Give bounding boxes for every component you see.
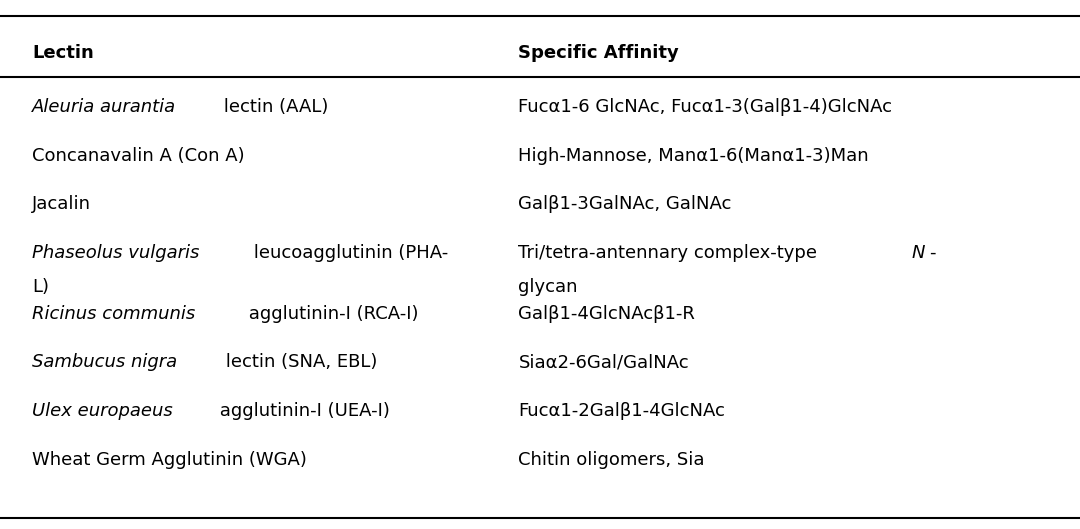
Text: Phaseolus vulgaris: Phaseolus vulgaris <box>32 244 200 262</box>
Text: Lectin: Lectin <box>32 44 94 62</box>
Text: Galβ1-3GalNAc, GalNAc: Galβ1-3GalNAc, GalNAc <box>518 195 732 213</box>
Text: L): L) <box>32 278 50 296</box>
Text: Fucα1-2Galβ1-4GlcNAc: Fucα1-2Galβ1-4GlcNAc <box>518 402 726 420</box>
Text: -: - <box>929 244 935 262</box>
Text: Ricinus communis: Ricinus communis <box>32 305 195 323</box>
Text: Ulex europaeus: Ulex europaeus <box>32 402 173 420</box>
Text: glycan: glycan <box>518 278 578 296</box>
Text: Wheat Germ Agglutinin (WGA): Wheat Germ Agglutinin (WGA) <box>32 451 308 469</box>
Text: Chitin oligomers, Sia: Chitin oligomers, Sia <box>518 451 705 469</box>
Text: leucoagglutinin (PHA-: leucoagglutinin (PHA- <box>248 244 448 262</box>
Text: Galβ1-4GlcNAcβ1-R: Galβ1-4GlcNAcβ1-R <box>518 305 696 323</box>
Text: Aleuria aurantia: Aleuria aurantia <box>32 98 176 116</box>
Text: Specific Affinity: Specific Affinity <box>518 44 679 62</box>
Text: Sambucus nigra: Sambucus nigra <box>32 353 177 371</box>
Text: High-Mannose, Manα1-6(Manα1-3)Man: High-Mannose, Manα1-6(Manα1-3)Man <box>518 147 869 165</box>
Text: agglutinin-I (UEA-I): agglutinin-I (UEA-I) <box>214 402 390 420</box>
Text: Siaα2-6Gal/GalNAc: Siaα2-6Gal/GalNAc <box>518 353 689 371</box>
Text: Tri/tetra-antennary complex-type: Tri/tetra-antennary complex-type <box>518 244 823 262</box>
Text: Jacalin: Jacalin <box>32 195 92 213</box>
Text: N: N <box>912 244 926 262</box>
Text: Fucα1-6 GlcNAc, Fucα1-3(Galβ1-4)GlcNAc: Fucα1-6 GlcNAc, Fucα1-3(Galβ1-4)GlcNAc <box>518 98 892 116</box>
Text: lectin (AAL): lectin (AAL) <box>218 98 328 116</box>
Text: Concanavalin A (Con A): Concanavalin A (Con A) <box>32 147 245 165</box>
Text: lectin (SNA, EBL): lectin (SNA, EBL) <box>219 353 377 371</box>
Text: agglutinin-I (RCA-I): agglutinin-I (RCA-I) <box>243 305 419 323</box>
